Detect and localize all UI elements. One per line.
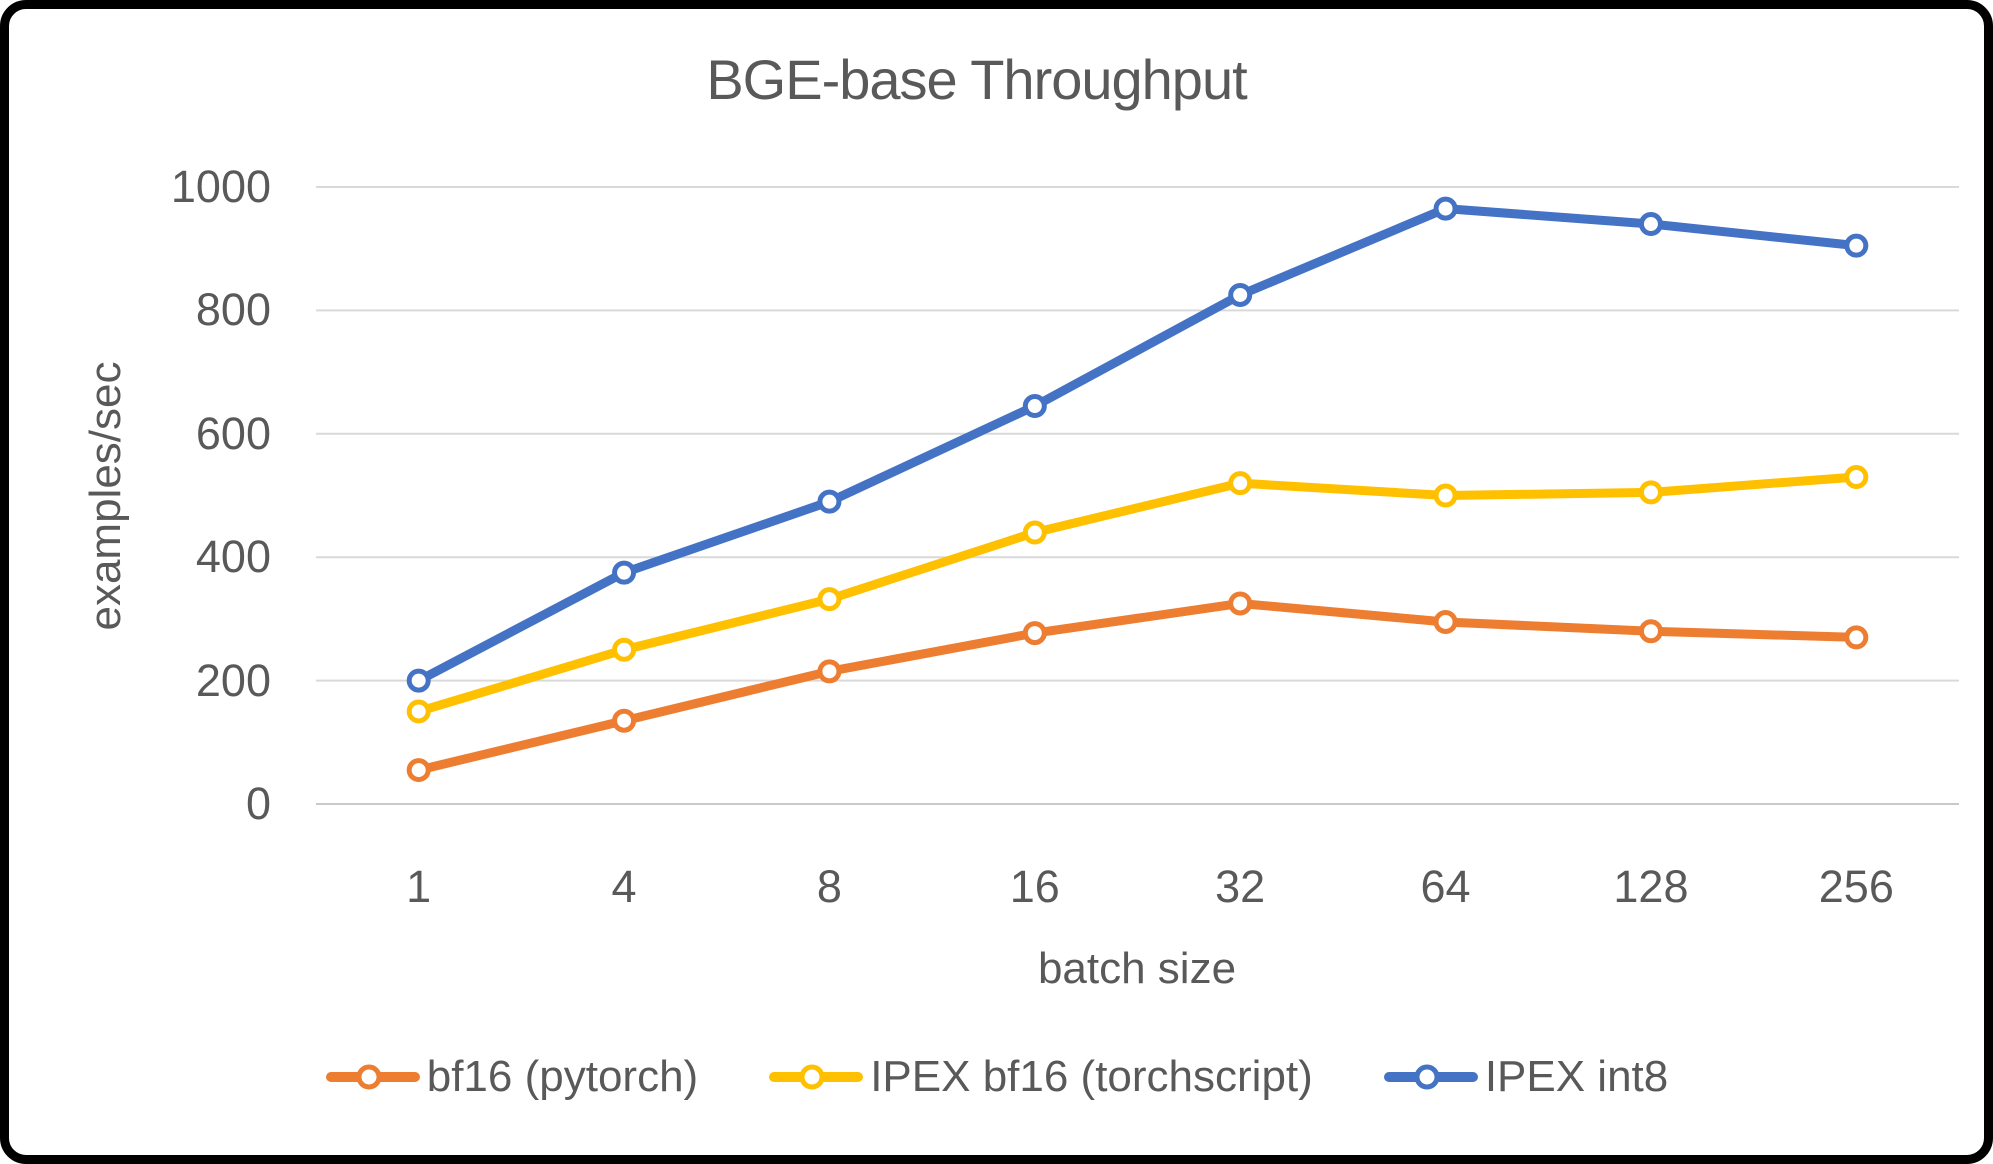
data-point-marker [1844,233,1869,258]
data-point-marker [817,659,842,684]
series-line [414,598,1861,775]
data-point-marker [1228,471,1253,496]
x-axis-title: batch size [1037,944,1237,993]
legend-marker-icon [325,1064,420,1090]
data-point-marker [1844,625,1869,650]
y-tick-label: 600 [195,407,271,459]
data-point-marker [612,708,637,733]
series-line [414,204,1861,686]
y-tick-label: 800 [195,284,271,336]
legend-marker [799,1064,825,1090]
data-point-marker [1638,212,1663,237]
legend-label: bf16 (pytorch) [426,1052,699,1101]
data-point-marker [406,668,431,693]
x-tick-label: 64 [1420,861,1471,912]
plot-area [316,186,1959,805]
x-tick-label: 4 [611,861,637,912]
data-point-marker [1433,483,1458,508]
data-point-marker [1433,609,1458,634]
y-tick-label: 1000 [170,161,271,212]
legend-item: IPEX bf16 (torchscript) [768,1051,1313,1103]
x-tick-label: 8 [816,861,842,912]
legend-label: IPEX bf16 (torchscript) [870,1052,1313,1101]
legend-marker [1414,1064,1440,1090]
x-tick-label: 16 [1009,861,1060,912]
data-point-marker [1433,196,1458,221]
series-line [414,472,1861,716]
data-point-marker [612,637,637,662]
legend: bf16 (pytorch) IPEX bf16 (torchscript) IPE… [9,1051,1984,1103]
y-tick-label: 400 [195,531,271,583]
legend-marker [356,1064,382,1090]
data-point-marker [1844,464,1869,489]
x-tick-label: 128 [1613,861,1689,912]
x-tick-label: 1 [406,861,432,912]
legend-item: IPEX int8 [1383,1051,1668,1103]
data-point-marker [1228,282,1253,307]
legend-marker-icon [769,1064,864,1090]
data-point-marker [1022,621,1047,646]
data-point-marker [612,560,637,585]
y-tick-label: 0 [245,778,271,829]
data-point-marker [1638,619,1663,644]
legend-label: IPEX int8 [1484,1052,1669,1101]
data-point-marker [406,758,431,783]
data-point-marker [817,489,842,514]
data-point-marker [1022,520,1047,545]
chart-title: BGE-base Throughput [706,48,1247,111]
legend-marker-icon [1383,1064,1478,1090]
legend-item: bf16 (pytorch) [325,1051,698,1103]
data-point-marker [1228,591,1253,616]
data-point-marker [406,699,431,724]
data-point-marker [1638,480,1663,505]
data-point-marker [817,587,842,612]
y-tick-label: 200 [195,654,271,706]
x-tick-label: 256 [1818,861,1894,912]
x-tick-label: 32 [1215,861,1266,912]
data-point-marker [1022,394,1047,419]
